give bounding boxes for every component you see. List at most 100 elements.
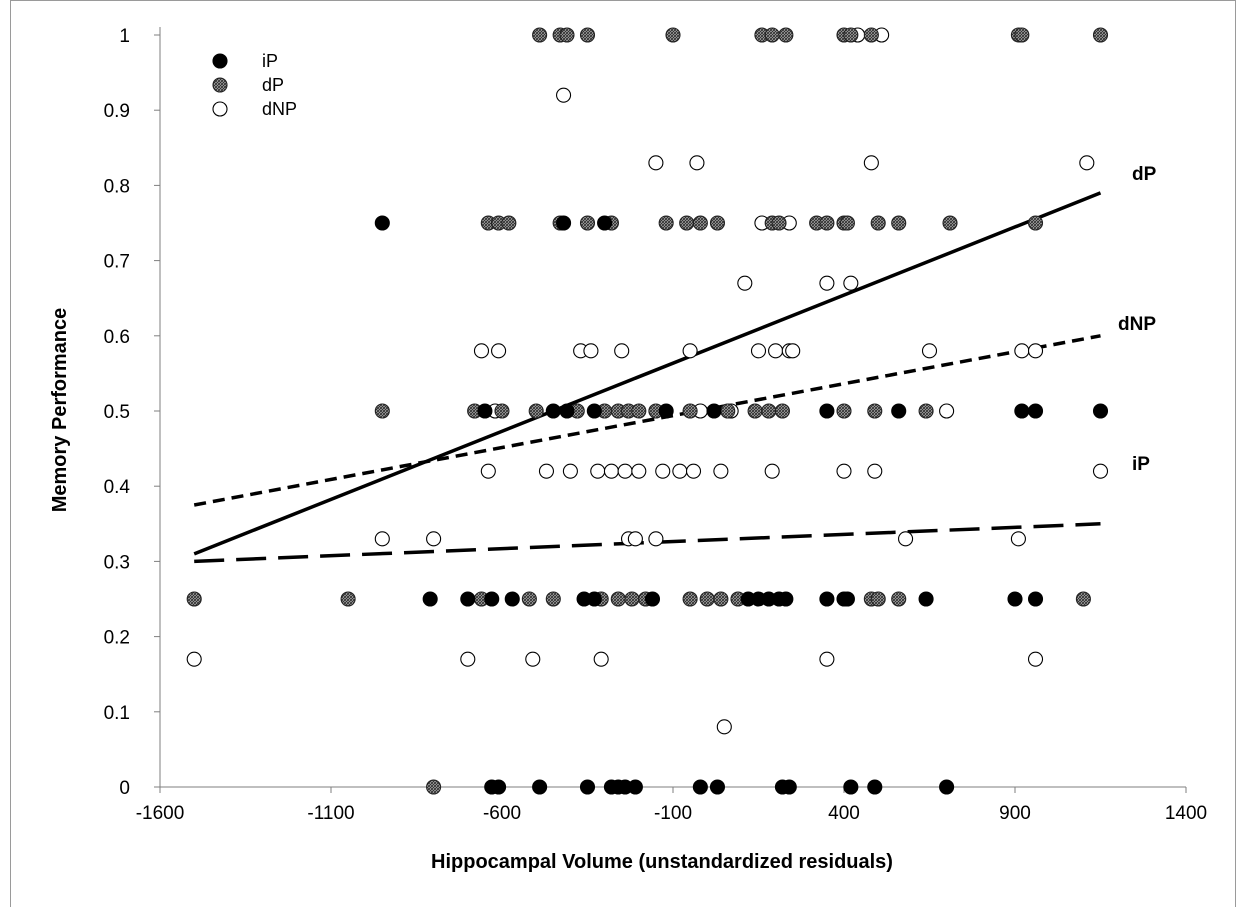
data-point-dp <box>532 27 548 43</box>
data-point-ip <box>819 403 835 419</box>
data-point-dnp <box>473 343 490 359</box>
data-point-ip <box>692 779 708 795</box>
data-point-dnp <box>939 403 955 419</box>
series-dnp-points <box>186 27 1109 735</box>
trend-label-ip: iP <box>1132 454 1150 475</box>
data-point-dnp <box>525 651 541 667</box>
data-point-dnp <box>583 343 599 359</box>
data-point-ip <box>559 403 575 419</box>
data-point-ip <box>491 779 507 795</box>
data-point-ip <box>460 591 476 607</box>
data-point-dp <box>761 403 777 419</box>
data-point-dp <box>918 403 934 419</box>
data-point-ip <box>939 779 955 795</box>
data-point-dp <box>771 215 787 231</box>
data-point-dnp <box>819 275 835 291</box>
data-point-dp <box>682 591 698 607</box>
data-point-dnp <box>648 531 664 547</box>
y-tick-label: 0.1 <box>104 703 130 724</box>
data-point-dp <box>778 27 794 43</box>
x-tick-label: -1600 <box>136 803 185 824</box>
data-point-dp <box>891 215 907 231</box>
trend-line-ip <box>194 522 1101 564</box>
y-tick-label: 0.9 <box>104 101 130 122</box>
trend-label-dnp: dNP <box>1118 314 1156 335</box>
trend-label-dp: dP <box>1132 164 1157 185</box>
data-point-dp <box>1027 215 1044 231</box>
data-point-dnp <box>562 463 578 479</box>
trend-lines: iP dP dNP <box>193 164 1157 564</box>
data-point-dp <box>679 215 695 231</box>
data-point-ip <box>374 215 390 231</box>
data-point-dnp <box>682 343 698 359</box>
data-point-ip <box>504 591 520 607</box>
y-tick-label: 0.8 <box>104 176 130 197</box>
data-point-dnp <box>631 463 647 479</box>
data-point-dnp <box>768 343 784 359</box>
data-point-dp <box>942 215 958 231</box>
legend-marker-ip <box>212 53 228 69</box>
data-point-dnp <box>1027 651 1044 667</box>
data-point-dnp <box>750 343 767 359</box>
data-point-ip <box>1027 591 1044 607</box>
data-point-dp <box>867 403 883 419</box>
data-point-dnp <box>1092 463 1109 479</box>
data-point-dp <box>340 591 356 607</box>
data-point-dnp <box>614 343 630 359</box>
data-point-dnp <box>627 531 643 547</box>
data-point-dp <box>713 591 729 607</box>
data-point-dp <box>839 215 855 231</box>
data-point-dp <box>699 591 715 607</box>
data-point-ip <box>579 779 596 795</box>
data-points <box>186 27 1109 795</box>
data-point-ip <box>586 591 602 607</box>
data-point-dnp <box>603 463 619 479</box>
data-point-dp <box>836 403 852 419</box>
data-point-dnp <box>593 651 609 667</box>
data-point-ip <box>627 779 643 795</box>
data-point-dnp <box>737 275 753 291</box>
series-dp-points <box>186 27 1109 795</box>
data-point-dnp <box>186 651 202 667</box>
y-tick-label: 1 <box>119 26 130 47</box>
data-point-dp <box>891 591 907 607</box>
x-tick-label: 900 <box>999 803 1031 824</box>
data-point-ip <box>867 779 883 795</box>
axes: 0 0.1 0.2 0.3 0.4 0.5 0.6 0.7 0.8 0.9 1 -1600 -1100 -… <box>104 26 1208 824</box>
data-point-dnp <box>480 463 496 479</box>
data-point-dnp <box>672 463 688 479</box>
data-point-dnp <box>491 343 507 359</box>
x-tick-label: 400 <box>828 803 860 824</box>
data-point-dnp <box>556 87 572 103</box>
legend-marker-dnp <box>212 101 228 117</box>
data-point-ip <box>843 779 859 795</box>
data-point-dnp <box>617 463 633 479</box>
x-tick-label: -600 <box>483 803 521 824</box>
data-point-ip <box>658 403 674 419</box>
data-point-dnp <box>685 463 702 479</box>
data-point-dp <box>747 403 763 419</box>
data-point-ip <box>781 779 797 795</box>
data-point-dnp <box>648 155 664 171</box>
x-tick-label: -100 <box>654 803 692 824</box>
data-point-ip <box>644 591 661 607</box>
data-point-ip <box>556 215 572 231</box>
data-point-dp <box>426 779 442 795</box>
data-point-dnp <box>590 463 606 479</box>
data-point-ip <box>819 591 835 607</box>
data-point-ip <box>778 591 794 607</box>
y-tick-label: 0 <box>119 778 130 799</box>
data-point-dp <box>501 215 517 231</box>
data-point-dnp <box>655 463 671 479</box>
data-point-dp <box>579 215 596 231</box>
data-point-dnp <box>1010 531 1026 547</box>
legend-marker-dp <box>212 77 228 93</box>
data-point-dp <box>665 27 681 43</box>
data-point-dp <box>521 591 537 607</box>
legend-label-ip: iP <box>262 51 278 71</box>
data-point-dnp <box>1079 155 1095 171</box>
data-point-dnp <box>843 275 859 291</box>
data-point-ip <box>891 403 907 419</box>
y-tick-label: 0.2 <box>104 628 130 649</box>
data-point-dp <box>1075 591 1091 607</box>
